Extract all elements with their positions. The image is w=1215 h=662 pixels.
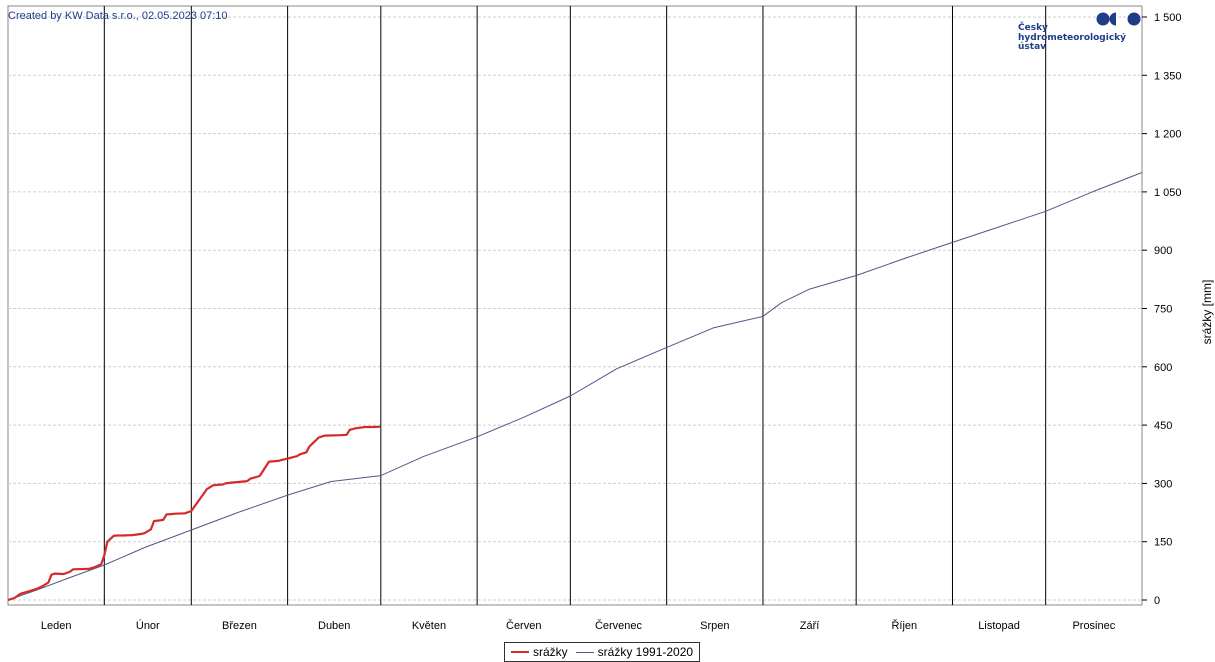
credit-text: Created by KW Data s.r.o., 02.05.2023 07… bbox=[8, 10, 228, 22]
y-tick-label: 900 bbox=[1154, 245, 1172, 257]
y-tick-label: 600 bbox=[1154, 362, 1172, 374]
legend-item-current: srážky bbox=[511, 645, 568, 659]
y-tick-label: 150 bbox=[1154, 537, 1172, 549]
month-label: Prosinec bbox=[1072, 620, 1115, 632]
month-label: Září bbox=[800, 620, 820, 632]
y-tick-label: 0 bbox=[1154, 595, 1160, 607]
logo-line: Český bbox=[1018, 23, 1048, 33]
month-label: Říjen bbox=[891, 619, 917, 632]
logo-line: ústav bbox=[1018, 42, 1047, 52]
plot-frame bbox=[7, 5, 1143, 606]
y-tick-label: 1 200 bbox=[1154, 129, 1182, 141]
y-tick-label: 1 050 bbox=[1154, 187, 1182, 199]
legend-swatch-normal bbox=[575, 651, 594, 653]
x-axis: Leden Únor Březen Duben Květen Červen Červenec… bbox=[41, 619, 1116, 632]
logo-line: hydrometeorologický bbox=[1018, 32, 1127, 43]
y-tick-label: 1 350 bbox=[1154, 70, 1182, 82]
legend-label: srážky 1991-2020 bbox=[597, 645, 694, 659]
series-layer bbox=[7, 172, 1143, 602]
month-label: Srpen bbox=[700, 620, 729, 632]
y-tick-label: 450 bbox=[1154, 420, 1172, 432]
month-label: Červen bbox=[506, 619, 541, 632]
month-lines bbox=[103, 6, 1047, 605]
chmi-logo-mark bbox=[1096, 12, 1141, 26]
month-label: Leden bbox=[41, 620, 72, 632]
legend-label: srážky bbox=[533, 645, 568, 659]
month-label: Duben bbox=[318, 620, 350, 632]
y-tick-label: 750 bbox=[1154, 304, 1172, 316]
series-line-normal bbox=[7, 172, 1143, 601]
legend: srážky srážky 1991-2020 bbox=[504, 642, 701, 662]
y-axis: 0 150 300 450 600 750 900 1 050 1 200 1 350 1 500 bbox=[1142, 12, 1182, 607]
month-label: Červenec bbox=[595, 619, 643, 632]
y-axis-title: srážky [mm] bbox=[1200, 280, 1214, 345]
y-tick-label: 1 500 bbox=[1154, 12, 1182, 24]
legend-item-normal: srážky 1991-2020 bbox=[575, 645, 694, 659]
series-line-current bbox=[7, 425, 381, 602]
grid-layer bbox=[8, 16, 1142, 601]
month-label: Únor bbox=[136, 619, 160, 632]
month-label: Květen bbox=[412, 620, 446, 632]
month-label: Listopad bbox=[978, 620, 1020, 632]
y-tick-label: 300 bbox=[1154, 478, 1172, 490]
legend-swatch-current bbox=[511, 651, 529, 653]
chmi-logo-text: Český hydrometeorologický ústav bbox=[1018, 23, 1127, 53]
month-label: Březen bbox=[222, 620, 257, 632]
